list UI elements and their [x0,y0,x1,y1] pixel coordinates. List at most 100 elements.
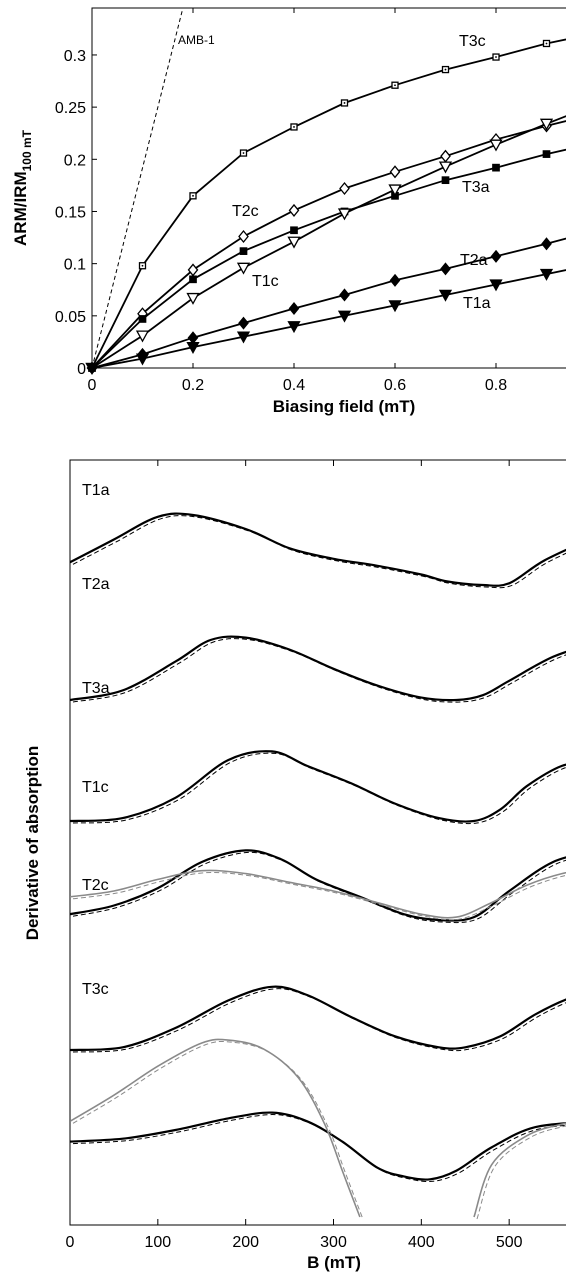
a-ytick-label: 0.2 [64,152,86,169]
a-series-t2c [86,119,566,375]
b-trace-fit [72,515,566,589]
panel-b-xlabel: B (mT) [307,1253,361,1272]
a-marker-triangle [287,321,301,334]
b-xtick-label: 500 [496,1234,523,1251]
a-marker-triangle [539,118,554,131]
panel-a-xlabel: Biasing field (mT) [273,397,416,416]
b-trace-line [70,750,566,823]
b-trace-line [70,1038,361,1218]
a-marker-dot [495,56,497,58]
a-series-t1c [85,115,566,375]
panel-a: 00.20.40.60.81 00.050.10.150.20.250.3 AM… [11,7,566,416]
a-marker-triangle [388,184,402,197]
a-marker-diamond [339,288,350,302]
b-trace-t3c [70,1111,566,1183]
b-trace-label-t2a: T2a [82,576,110,593]
b-trace-line [70,869,566,919]
a-marker-diamond [288,203,300,217]
a-ytick-label: 0.05 [55,309,86,326]
a-xtick-label: 0.2 [182,377,204,394]
a-marker-square [492,163,500,172]
a-marker-diamond [389,165,401,179]
a-marker-dot [192,194,194,197]
panel-b-ylabel: Derivative of absorption [23,746,42,941]
a-series-line [91,120,566,369]
a-xtick-label: 0.4 [283,377,305,394]
a-marker-triangle [186,341,200,354]
b-xtick-label: 300 [320,1234,347,1251]
a-marker-dot [444,68,447,71]
a-marker-triangle [388,300,402,313]
a-marker-triangle [135,353,150,366]
a-xtick-label: 0 [88,377,97,394]
a-series-label-amb-1: AMB-1 [178,33,215,47]
a-marker-square [239,247,248,255]
b-trace-label-t3a: T3a [82,680,110,697]
a-marker-dot [394,84,396,87]
b-trace-line [70,849,566,922]
a-xtick-label: 0.6 [384,377,406,394]
a-series-t3c [88,38,566,372]
a-series-label-t1c: T1c [252,273,279,290]
panel-a-ylabel: ARM/IRM100 mT [11,129,34,246]
b-trace-label-t2c: T2c [82,877,109,894]
a-marker-dot [293,126,295,128]
a-marker-dot [545,42,548,45]
b-trace-label-t3c: T3c [82,981,109,998]
a-marker-square [441,176,450,185]
a-marker-square [290,226,298,235]
a-marker-triangle [135,330,150,343]
a-marker-triangle [236,331,251,344]
b-trace-line [70,635,566,702]
a-ytick-label: 0.15 [55,204,86,221]
a-ytick-label: 0.1 [64,257,86,274]
b-trace-line [70,1111,566,1181]
a-series-label-t1a: T1a [463,295,491,312]
a-marker-triangle [85,362,99,375]
a-marker-dot [141,264,144,267]
a-series-amb-1 [91,7,184,369]
b-trace-label-t1a: T1a [82,482,110,499]
a-marker-diamond [238,229,249,244]
a-marker-dot [343,102,346,104]
a-marker-dot [242,152,245,154]
b-trace-t1a [70,512,566,589]
a-series-line [91,38,566,369]
a-marker-triangle [489,279,503,292]
a-marker-triangle [539,268,554,281]
a-series-line [91,237,566,369]
b-trace-fit [72,871,566,921]
a-marker-triangle [337,310,352,323]
b-trace-t1c [70,849,566,924]
b-trace-t2c [70,985,566,1053]
b-trace-fit [72,638,566,703]
a-marker-diamond [440,149,451,163]
b-trace-line [473,1122,566,1218]
a-ytick-label: 0 [77,361,86,378]
a-marker-diamond [490,249,502,263]
b-xtick-label: 200 [232,1234,259,1251]
a-marker-triangle [236,262,251,275]
b-trace-t3c-gray [473,1122,566,1220]
a-marker-diamond [187,263,199,277]
a-marker-square [542,150,551,158]
a-series-t1a [85,268,566,375]
a-marker-square [138,315,147,323]
a-series-line [91,269,566,369]
panel-a-ylabel-sub: 100 mT [20,129,34,171]
a-marker-triangle [438,289,453,302]
a-ytick-label: 0.25 [55,100,86,117]
a-series-label-t2c: T2c [232,203,259,220]
a-marker-triangle [438,161,453,174]
b-trace-t2a [70,635,566,703]
b-trace-t1c-gray [70,869,566,921]
a-marker-diamond [339,181,350,196]
b-trace-t3c-gray [70,1038,364,1220]
b-trace-line [70,985,566,1052]
panel-a-ylabel-main: ARM/IRM [11,171,30,246]
b-trace-fit [72,752,566,825]
a-marker-triangle [186,292,200,305]
a-series-line [91,7,184,369]
a-marker-triangle [489,139,503,152]
